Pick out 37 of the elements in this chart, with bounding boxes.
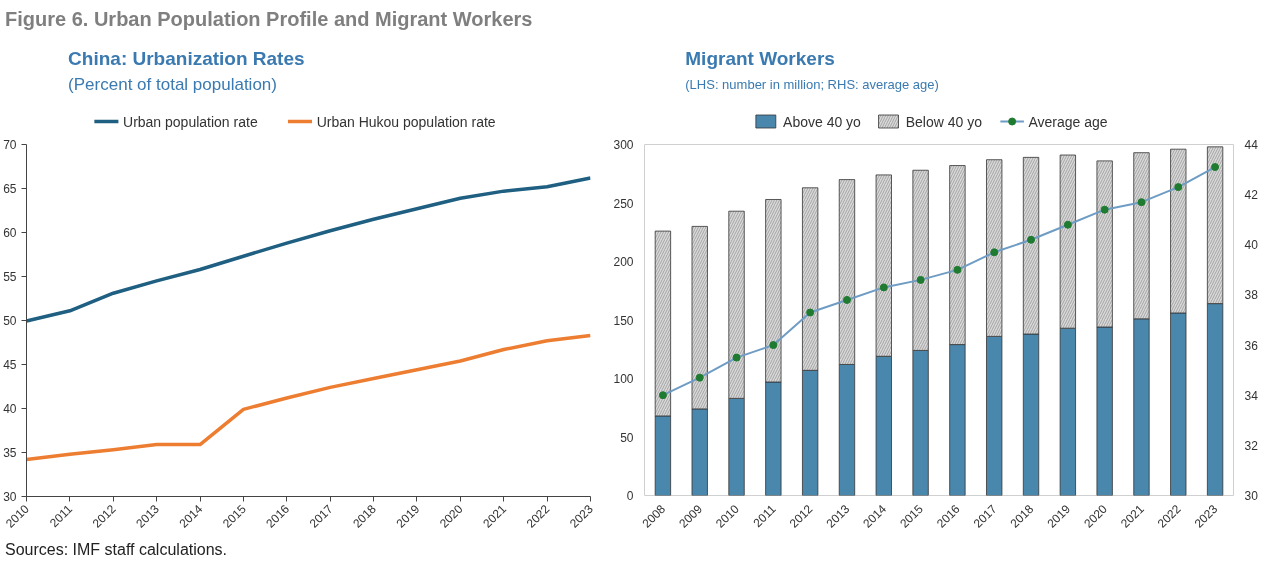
- chart-title: China: Urbanization Rates: [68, 48, 305, 69]
- chart-title: Migrant Workers: [685, 48, 835, 69]
- y-tick-label: 55: [3, 270, 17, 284]
- legend-label: Below 40 yo: [905, 113, 983, 130]
- y-tick-label: 200: [613, 255, 634, 269]
- line-series: [26, 333, 591, 462]
- y-tick-label: 40: [3, 402, 17, 416]
- legend-label: Average age: [1028, 113, 1108, 130]
- y-tick-label: 45: [3, 358, 17, 372]
- y-tick-label: 50: [3, 314, 17, 328]
- y2-tick-label: 38: [1244, 288, 1259, 303]
- y2-tick-label: 30: [1244, 489, 1259, 503]
- y-tick-label: 30: [3, 490, 17, 504]
- y-tick-label: 35: [3, 446, 17, 460]
- y-tick-label: 300: [613, 138, 634, 152]
- y-tick-label: 50: [620, 430, 634, 445]
- y-tick-label: 0: [626, 489, 634, 503]
- y2-tick-label: 40: [1244, 238, 1259, 253]
- y-tick-label: 150: [613, 313, 634, 328]
- y-tick-label: 250: [613, 196, 634, 211]
- legend-label: Urban population rate: [123, 113, 258, 130]
- y-tick-label: 65: [3, 182, 17, 196]
- y2-tick-label: 36: [1244, 338, 1259, 353]
- y-tick-label: 100: [613, 372, 634, 386]
- legend-label: Above 40 yo: [783, 113, 862, 130]
- y2-tick-label: 44: [1244, 138, 1259, 152]
- y-tick-label: 60: [3, 226, 17, 240]
- chart-subtitle: (Percent of total population): [68, 75, 277, 94]
- y2-tick-label: 42: [1244, 188, 1259, 203]
- legend-label: Urban Hukou population rate: [316, 113, 496, 130]
- chart-subtitle: (LHS: number in million; RHS: average age): [685, 77, 939, 92]
- y2-tick-label: 32: [1244, 438, 1259, 453]
- line-series: [26, 176, 591, 323]
- y2-tick-label: 34: [1244, 388, 1259, 403]
- y-tick-label: 70: [3, 138, 17, 152]
- source-note: Sources: IMF staff calculations.: [5, 540, 228, 560]
- caption: Figure 6. Urban Population Profile and Migrant Workers: [5, 7, 533, 32]
